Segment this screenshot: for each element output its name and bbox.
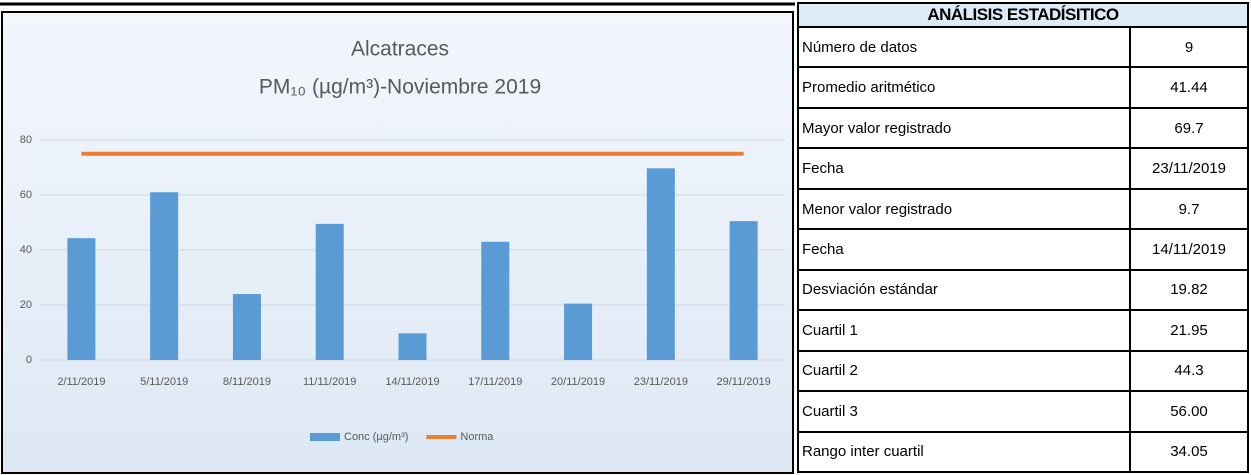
y-tick-label: 60	[20, 189, 32, 201]
x-tick-label: 5/11/2019	[140, 376, 188, 388]
stat-value: 23/11/2019	[1129, 147, 1249, 190]
x-tick-label: 2/11/2019	[57, 376, 105, 388]
bar	[729, 221, 758, 360]
legend-label: Norma	[460, 431, 494, 443]
x-tick-label: 8/11/2019	[223, 376, 271, 388]
table-row: Fecha 14/11/2019	[797, 228, 1249, 271]
table-row: Número de datos 9	[797, 25, 1249, 69]
chart-subtitle: PM₁₀ (µg/m³)-Noviembre 2019	[259, 76, 541, 99]
stat-label: Cuartil 1	[797, 309, 1131, 352]
stat-label: Desviación estándar	[797, 268, 1131, 312]
chart-title: Alcatraces	[351, 38, 449, 61]
stat-label: Fecha	[797, 147, 1131, 190]
stat-label: Rango inter cuartil	[797, 430, 1131, 474]
x-tick-label: 17/11/2019	[468, 376, 522, 388]
y-tick-label: 80	[20, 134, 32, 146]
table-row: Desviación estándar 19.82	[797, 268, 1249, 312]
legend-swatch	[310, 433, 340, 441]
table-row: Promedio aritmético 41.44	[797, 66, 1249, 109]
table-title: ANÁLISIS ESTADÍSITICO	[797, 2, 1249, 28]
table-row: Fecha 23/11/2019	[797, 147, 1249, 190]
table-row: Menor valor registrado 9.7	[797, 187, 1249, 231]
table-row: Rango inter cuartil 34.05	[797, 430, 1249, 474]
table-row: Mayor valor registrado 69.7	[797, 106, 1249, 150]
y-tick-label: 0	[26, 354, 32, 366]
stat-label: Promedio aritmético	[797, 66, 1131, 109]
bar	[150, 192, 179, 360]
stat-value: 9.7	[1129, 187, 1249, 231]
y-tick-label: 40	[20, 244, 32, 256]
stats-table: ANÁLISIS ESTADÍSITICO Número de datos 9 Pr…	[797, 2, 1249, 474]
stat-value: 44.3	[1129, 349, 1249, 393]
stat-value: 41.44	[1129, 66, 1249, 109]
bar	[398, 333, 427, 360]
table-row: Cuartil 3 56.00	[797, 390, 1249, 433]
stat-label: Fecha	[797, 228, 1131, 271]
table-row: Cuartil 1 21.95	[797, 309, 1249, 352]
stat-value: 34.05	[1129, 430, 1249, 474]
stat-value: 69.7	[1129, 106, 1249, 150]
x-tick-label: 14/11/2019	[385, 376, 439, 388]
stat-label: Cuartil 2	[797, 349, 1131, 393]
bar	[67, 238, 96, 360]
table-row: Cuartil 2 44.3	[797, 349, 1249, 393]
chart: Alcatraces PM₁₀ (µg/m³)-Noviembre 2019 0…	[0, 2, 795, 474]
x-tick-label: 29/11/2019	[716, 376, 770, 388]
stat-value: 19.82	[1129, 268, 1249, 312]
y-tick-label: 20	[20, 299, 32, 311]
stat-value: 9	[1129, 25, 1249, 69]
stat-label: Cuartil 3	[797, 390, 1131, 433]
bar	[232, 294, 261, 360]
bar	[564, 303, 593, 360]
x-tick-label: 23/11/2019	[634, 376, 688, 388]
bar	[315, 223, 344, 360]
x-tick-label: 20/11/2019	[551, 376, 605, 388]
stat-label: Menor valor registrado	[797, 187, 1131, 231]
stat-label: Mayor valor registrado	[797, 106, 1131, 150]
stat-value: 21.95	[1129, 309, 1249, 352]
bar	[646, 168, 675, 360]
stat-value: 56.00	[1129, 390, 1249, 433]
bar	[481, 241, 510, 360]
x-tick-label: 11/11/2019	[303, 376, 356, 388]
stat-value: 14/11/2019	[1129, 228, 1249, 271]
stat-label: Número de datos	[797, 25, 1131, 69]
legend-label: Conc (µg/m³)	[344, 431, 408, 443]
